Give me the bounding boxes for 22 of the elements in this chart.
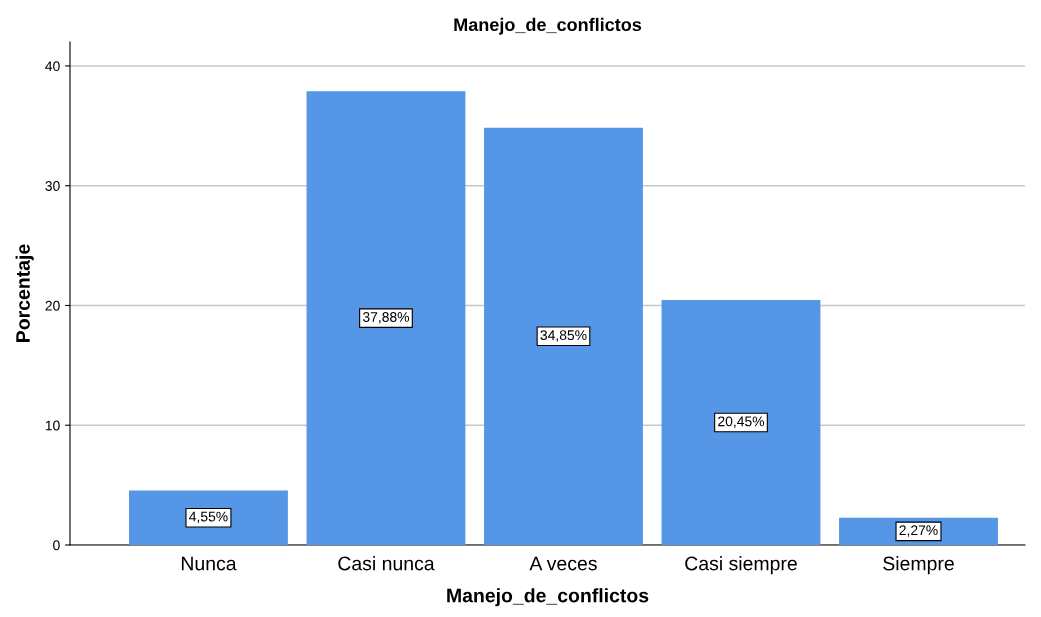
- data-label: 37,88%: [362, 312, 410, 324]
- y-tick-label: 30: [45, 181, 60, 191]
- x-tick-label: Casi siempre: [685, 556, 797, 575]
- y-tick-label: 10: [45, 420, 60, 431]
- y-tick-label: 40: [45, 61, 60, 72]
- x-tick-label: Casi nunca: [338, 556, 435, 571]
- bar: [484, 127, 643, 545]
- bar: [129, 490, 288, 545]
- x-tick-label: Nunca: [181, 556, 237, 571]
- bar: [661, 300, 821, 545]
- data-label: 4,55%: [189, 511, 228, 524]
- bar: [306, 91, 466, 545]
- data-label: 2,27%: [899, 525, 938, 537]
- y-axis-title: Porcentaje: [15, 244, 34, 342]
- x-axis-title: Manejo_de_conflictos: [447, 588, 649, 607]
- chart-title: Manejo_de_conflictos: [454, 17, 642, 35]
- data-label: 20,45%: [718, 416, 765, 428]
- y-tick-label: 0: [53, 540, 60, 551]
- data-label: 34,85%: [540, 330, 587, 342]
- x-tick-label: A veces: [529, 556, 597, 571]
- y-tick-label: 20: [45, 300, 60, 311]
- x-tick-label: Siempre: [883, 556, 954, 575]
